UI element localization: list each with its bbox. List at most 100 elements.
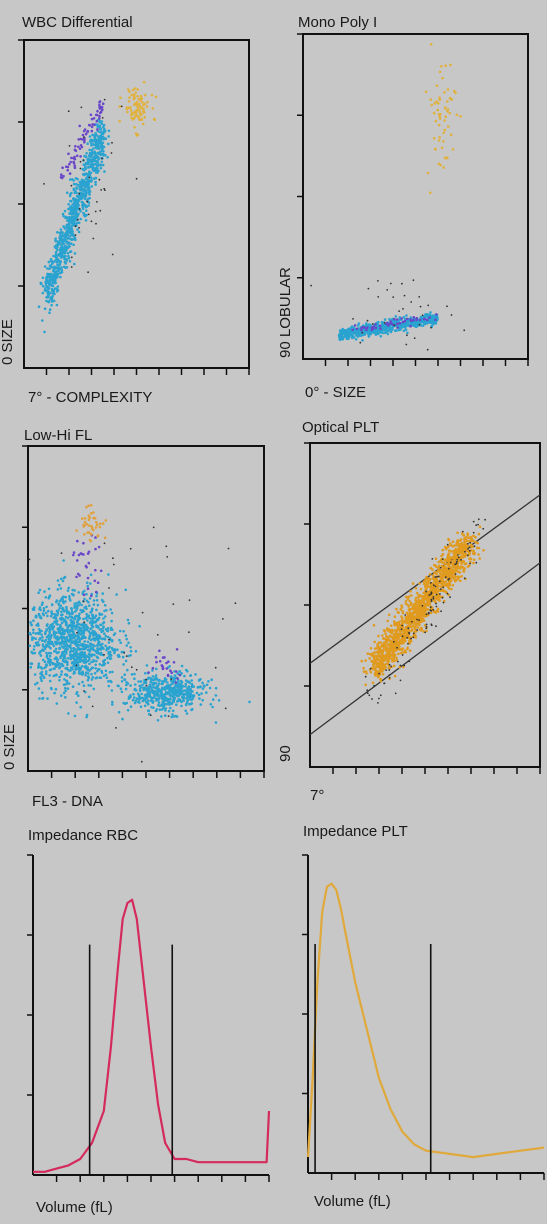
lowhi-point [70, 624, 74, 627]
lowhi-point [178, 670, 181, 673]
monopoly-point [378, 324, 382, 328]
lowhi-point [70, 636, 73, 639]
wbc-point [111, 253, 114, 256]
lowhi-point [118, 638, 121, 642]
lowhi-point [41, 601, 44, 604]
wbc-point [95, 222, 97, 225]
lowhi-point [99, 569, 103, 573]
optplt-point [436, 607, 440, 611]
wbc-point [52, 299, 56, 303]
lowhi-point [184, 682, 188, 686]
monopoly-point [391, 327, 394, 331]
wbc-point [98, 114, 101, 118]
lowhi-point [32, 619, 35, 622]
lowhi-point [60, 618, 63, 622]
wbc-point [83, 197, 87, 200]
lowhi-point [91, 676, 95, 679]
lowhi-point [99, 643, 102, 647]
wbc-point [102, 123, 106, 127]
lowhi-point [82, 541, 85, 545]
monopoly-point [451, 148, 455, 151]
lowhi-point [54, 616, 58, 620]
lowhi-point [188, 599, 191, 601]
lowhi-point [88, 538, 92, 542]
lowhi-point [71, 661, 74, 664]
wbc-point [142, 80, 146, 84]
optplt-point [392, 620, 396, 623]
wbc-point [70, 184, 73, 187]
wbc-point [77, 145, 80, 149]
imppltt-title: Impedance PLT [303, 823, 408, 840]
lowhi-point [119, 641, 122, 644]
lowhi-point [44, 596, 48, 599]
lowhi-point [60, 577, 63, 581]
lowhi-point [205, 683, 209, 687]
wbc-point [126, 88, 130, 91]
monopoly-point [428, 321, 431, 324]
lowhi-point [92, 658, 95, 662]
optplt-point [374, 647, 377, 650]
optplt-point [420, 611, 424, 614]
optplt-point [473, 552, 476, 556]
wbc-point [67, 241, 71, 244]
lowhi-point [88, 648, 91, 651]
lowhi-point [102, 625, 105, 628]
lowhi-point [98, 663, 102, 666]
lowhi-point [104, 673, 108, 676]
wbc-point [50, 272, 53, 276]
lowhi-point [166, 681, 169, 684]
lowhi-point [175, 703, 178, 706]
wbc-point [92, 117, 96, 120]
optplt-point [443, 589, 446, 593]
lowhi-point [107, 573, 110, 576]
lowhi-point [166, 556, 169, 558]
lowhi-point [62, 691, 66, 695]
lowhi-point [188, 631, 190, 634]
lowhi-point [170, 675, 173, 679]
lowhi-point [87, 504, 90, 508]
optplt-point [391, 635, 394, 639]
lowhi-point [157, 682, 161, 685]
optplt-point [379, 649, 382, 652]
lowhi-point [85, 612, 88, 616]
monopoly-point [391, 319, 395, 323]
monopoly-point [419, 305, 422, 308]
wbc-point [73, 252, 77, 255]
wbc-point [65, 229, 69, 233]
lowhi-point [55, 631, 58, 634]
monopoly-point [345, 335, 349, 339]
wbc-point [94, 169, 98, 172]
lowhi-point [82, 632, 85, 635]
monopoly-point [355, 334, 358, 337]
lowhi-point [164, 686, 168, 690]
wbc-point [93, 137, 97, 140]
lowhi-point [90, 672, 93, 676]
lowhi-point [54, 650, 57, 653]
lowhi-point [83, 533, 86, 536]
optplt-point [408, 599, 411, 603]
monopoly-point [424, 315, 428, 318]
lowhi-point [39, 650, 42, 653]
lowhi-point [140, 760, 143, 763]
wbc-point [139, 106, 143, 110]
wbc-point [70, 256, 73, 259]
optplt-title: Optical PLT [302, 419, 379, 436]
lowhi-point [100, 630, 103, 634]
monopoly-point [442, 131, 446, 135]
optplt-point [466, 532, 470, 535]
optplt-point [384, 632, 387, 635]
wbc-point [103, 187, 106, 190]
monopoly-point [418, 323, 421, 326]
wbc-cluster [43, 98, 138, 274]
lowhi-cluster [72, 534, 103, 598]
lowhi-point [108, 587, 110, 589]
lowhi-point [84, 605, 88, 608]
lowhi-point [94, 526, 98, 529]
optplt-point [399, 608, 403, 611]
monopoly-point [404, 325, 407, 328]
wbc-point [50, 303, 53, 307]
lowhi-point [173, 674, 177, 677]
optplt-point [414, 602, 417, 606]
wbc-point [64, 235, 67, 238]
wbc-point [70, 215, 74, 219]
